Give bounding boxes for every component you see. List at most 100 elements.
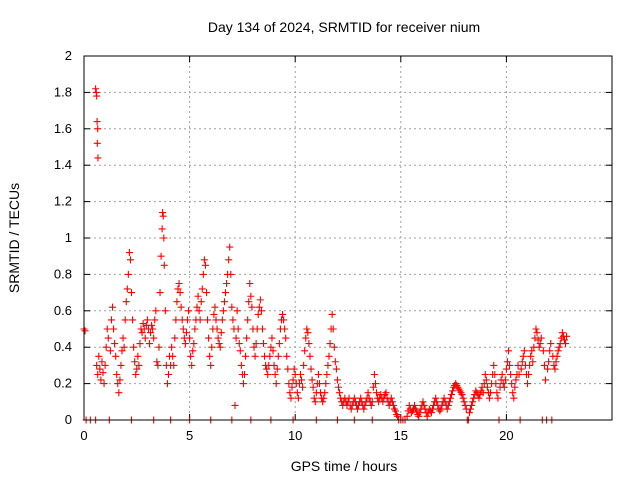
data-point-plus-marker <box>487 389 495 397</box>
data-point-plus-marker <box>201 261 209 269</box>
data-point-plus-marker <box>526 361 534 369</box>
data-point-plus-marker <box>501 376 509 384</box>
data-point-plus-marker <box>443 405 451 413</box>
data-point-plus-marker <box>106 347 114 355</box>
data-point-plus-marker <box>311 398 319 406</box>
data-point-plus-marker <box>525 371 533 378</box>
data-point-plus-marker <box>492 380 500 388</box>
data-point-plus-marker <box>415 412 423 420</box>
data-point-plus-marker <box>266 352 274 360</box>
data-point-plus-marker <box>502 365 510 373</box>
data-point-plus-marker <box>181 340 189 348</box>
data-point-plus-marker <box>532 325 540 333</box>
data-point-plus-marker <box>306 352 314 360</box>
data-point-plus-marker <box>482 376 490 384</box>
data-point-plus-marker <box>423 412 431 420</box>
data-point-plus-marker <box>500 383 508 391</box>
data-point-plus-marker <box>93 118 101 126</box>
data-point-plus-marker <box>491 371 499 378</box>
data-point-plus-marker <box>512 376 520 384</box>
data-point-plus-marker <box>388 398 396 406</box>
data-point-plus-marker <box>155 343 163 351</box>
data-point-plus-marker <box>330 343 338 351</box>
data-point-plus-marker <box>533 329 541 337</box>
data-point-plus-marker <box>528 347 536 355</box>
data-point-plus-marker <box>113 371 121 378</box>
data-point-plus-marker <box>196 316 204 324</box>
data-point-plus-marker <box>373 389 381 397</box>
data-point-plus-marker <box>554 347 562 355</box>
data-point-plus-marker <box>250 343 258 351</box>
data-point-plus-marker <box>305 340 313 348</box>
data-point-plus-marker <box>93 139 101 147</box>
data-points <box>80 85 571 424</box>
data-point-plus-marker <box>287 394 295 402</box>
data-point-plus-marker <box>508 380 516 388</box>
data-point-plus-marker <box>328 310 336 318</box>
data-point-plus-marker <box>124 270 132 278</box>
data-point-plus-marker <box>553 352 561 360</box>
data-point-plus-marker <box>236 347 244 355</box>
data-point-plus-marker <box>131 358 139 366</box>
data-point-plus-marker <box>270 361 278 369</box>
data-point-plus-marker <box>493 389 501 397</box>
data-point-plus-marker <box>506 361 514 369</box>
data-point-plus-marker <box>246 280 254 287</box>
data-point-plus-marker <box>517 365 525 373</box>
data-point-plus-marker <box>269 347 277 355</box>
y-axis-label: SRMTID / TECUs <box>6 183 22 293</box>
data-point-plus-marker <box>465 409 473 417</box>
data-point-plus-marker <box>510 394 518 402</box>
chart-title: Day 134 of 2024, SRMTID for receiver niu… <box>208 19 480 35</box>
data-point-plus-marker <box>541 376 549 384</box>
data-point-plus-marker <box>235 340 243 348</box>
data-point-plus-marker <box>562 340 570 348</box>
data-point-plus-marker <box>160 234 168 242</box>
data-point-plus-marker <box>202 289 210 297</box>
data-point-plus-marker <box>92 85 100 93</box>
data-point-plus-marker <box>272 380 280 388</box>
data-point-plus-marker <box>295 380 303 388</box>
y-tick-label: 1.8 <box>54 84 72 99</box>
data-point-plus-marker <box>128 289 136 297</box>
data-point-plus-marker <box>364 389 372 397</box>
data-point-plus-marker <box>326 340 334 348</box>
data-point-plus-marker <box>447 391 455 399</box>
data-point-plus-marker <box>290 365 298 373</box>
data-point-plus-marker <box>110 325 118 333</box>
data-point-plus-marker <box>154 361 162 369</box>
y-tick-label: 0 <box>65 412 72 427</box>
data-point-plus-marker <box>248 303 256 311</box>
data-point-plus-marker <box>321 389 329 397</box>
data-point-plus-marker <box>367 401 375 409</box>
data-point-plus-marker <box>539 347 547 355</box>
data-point-plus-marker <box>350 394 358 402</box>
data-point-plus-marker <box>420 401 428 409</box>
data-point-plus-marker <box>101 361 109 369</box>
data-point-plus-marker <box>145 340 153 348</box>
data-point-plus-marker <box>285 380 293 388</box>
data-point-plus-marker <box>544 365 552 373</box>
data-point-plus-marker <box>219 307 227 315</box>
data-point-plus-marker <box>365 394 373 402</box>
data-point-plus-marker <box>437 405 445 413</box>
data-point-plus-marker <box>190 340 198 348</box>
data-point-plus-marker <box>215 340 223 348</box>
data-point-plus-marker <box>228 303 236 311</box>
data-point-plus-marker <box>468 401 476 409</box>
data-point-plus-marker <box>368 398 376 406</box>
data-point-plus-marker <box>387 394 395 402</box>
data-point-plus-marker <box>315 380 323 388</box>
data-point-plus-marker <box>115 389 123 397</box>
data-point-plus-marker <box>94 371 102 378</box>
data-point-plus-marker <box>289 376 297 384</box>
data-point-plus-marker <box>191 325 199 333</box>
data-point-plus-marker <box>164 371 172 378</box>
data-point-plus-marker <box>252 340 260 348</box>
data-point-plus-marker <box>170 361 178 369</box>
data-point-plus-marker <box>103 325 111 333</box>
data-point-plus-marker <box>160 261 168 269</box>
data-point-plus-marker <box>138 329 146 337</box>
data-point-plus-marker <box>540 361 548 369</box>
data-point-plus-marker <box>494 394 502 402</box>
